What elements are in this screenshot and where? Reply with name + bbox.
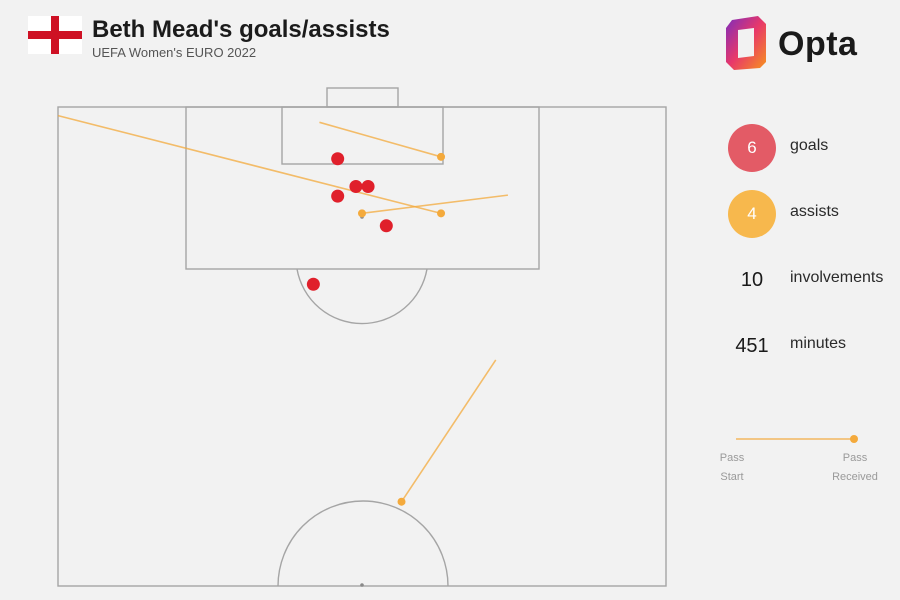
assist-pass-line-4 bbox=[400, 359, 497, 503]
pitch-outline bbox=[57, 106, 667, 587]
stat-goals: 6 goals bbox=[728, 124, 898, 172]
stat-minutes: 451 minutes bbox=[728, 322, 898, 370]
legend-pass-start: Pass Start bbox=[719, 452, 745, 483]
assists-count: 4 bbox=[728, 190, 776, 238]
pitch-markings bbox=[57, 87, 667, 587]
opta-brand-name: Opta bbox=[778, 25, 858, 63]
assist-pass-received-1 bbox=[437, 209, 446, 218]
goal-shots bbox=[306, 152, 393, 291]
assist-pass-received-3 bbox=[358, 209, 366, 218]
stat-assists: 4 assists bbox=[728, 190, 898, 238]
goal-shot-4 bbox=[331, 189, 345, 203]
goal-shot-3 bbox=[361, 180, 375, 194]
involvements-count: 10 bbox=[740, 268, 764, 291]
centre-spot bbox=[360, 583, 364, 587]
goals-label: goals bbox=[790, 137, 829, 154]
minutes-count: 451 bbox=[735, 334, 769, 357]
assist-pass-line-2 bbox=[319, 121, 442, 158]
goal-shot-6 bbox=[306, 277, 320, 291]
assists-label: assists bbox=[790, 203, 839, 220]
assist-passes bbox=[57, 114, 509, 506]
minutes-label: minutes bbox=[790, 335, 847, 352]
pass-legend bbox=[736, 435, 858, 443]
assist-pass-received-2 bbox=[437, 152, 446, 161]
involvements-label: involvements bbox=[790, 269, 884, 286]
goal-shot-5 bbox=[379, 219, 393, 233]
assist-pass-line-3 bbox=[361, 194, 509, 215]
legend-pass-received: Pass Received bbox=[832, 452, 878, 483]
goals-count: 6 bbox=[728, 124, 776, 172]
opta-logo-icon bbox=[726, 16, 766, 70]
england-flag-icon bbox=[28, 16, 82, 54]
six-yard-box bbox=[281, 106, 444, 165]
goal-shot-2 bbox=[349, 180, 363, 194]
penalty-arc bbox=[296, 268, 428, 325]
goal bbox=[326, 87, 399, 108]
stat-involvements: 10 involvements bbox=[728, 256, 898, 304]
chart-title: Beth Mead's goals/assists bbox=[92, 16, 390, 43]
goal-shot-1 bbox=[331, 152, 345, 166]
centre-circle bbox=[277, 500, 449, 587]
assist-pass-line-1 bbox=[57, 114, 442, 215]
assist-pass-received-4 bbox=[397, 497, 406, 506]
chart-subtitle: UEFA Women's EURO 2022 bbox=[92, 45, 257, 60]
